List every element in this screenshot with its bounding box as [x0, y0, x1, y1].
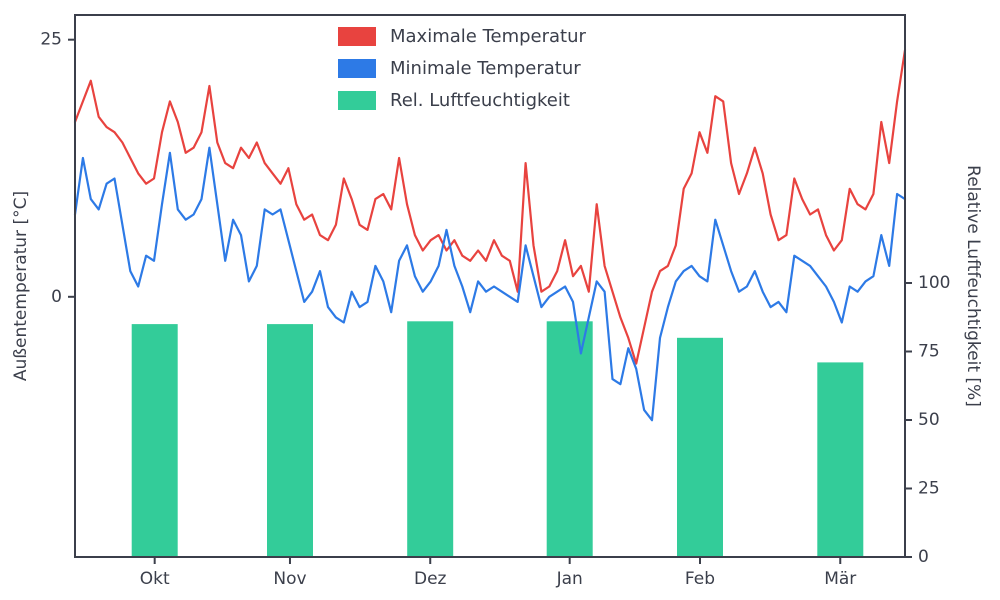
- legend-item-max-temp: Maximale Temperatur: [338, 26, 586, 47]
- min-temp-swatch: [338, 59, 376, 78]
- right-tick-label: 75: [918, 341, 940, 361]
- left-tick-label: 0: [51, 287, 62, 307]
- humidity-bar: [267, 324, 313, 557]
- legend-label-min-temp: Minimale Temperatur: [390, 58, 581, 79]
- right-tick-label: 50: [918, 410, 940, 430]
- humidity-bar: [131, 324, 178, 557]
- right-tick-label: 100: [918, 273, 950, 293]
- min-temperature-line: [73, 146, 907, 422]
- humidity-swatch: [338, 91, 376, 110]
- legend-item-min-temp: Minimale Temperatur: [338, 58, 586, 79]
- humidity-bar: [677, 337, 723, 557]
- left-axis-title: Außentemperatur [°C]: [11, 190, 31, 382]
- month-label: Jan: [556, 569, 583, 589]
- humidity-bar: [407, 321, 454, 557]
- month-label: Okt: [140, 569, 170, 589]
- month-label: Feb: [685, 569, 715, 589]
- humidity-bar: [546, 321, 593, 557]
- legend-label-humidity: Rel. Luftfeuchtigkeit: [390, 90, 570, 111]
- right-tick-label: 25: [918, 478, 940, 498]
- plot-border: [74, 14, 906, 558]
- month-label: Dez: [414, 569, 447, 589]
- month-label: Nov: [273, 569, 306, 589]
- right-tick-label: 0: [918, 547, 929, 567]
- max-temperature-line: [73, 48, 907, 365]
- max-temp-swatch: [338, 27, 376, 46]
- humidity-bar: [817, 362, 864, 557]
- legend: Maximale Temperatur Minimale Temperatur …: [338, 26, 586, 111]
- month-label: Mär: [824, 569, 856, 589]
- left-tick-label: 25: [40, 30, 62, 50]
- legend-item-humidity: Rel. Luftfeuchtigkeit: [338, 90, 586, 111]
- legend-label-max-temp: Maximale Temperatur: [390, 26, 586, 47]
- right-axis-title: Relative Luftfeuchtigkeit [%]: [963, 165, 983, 407]
